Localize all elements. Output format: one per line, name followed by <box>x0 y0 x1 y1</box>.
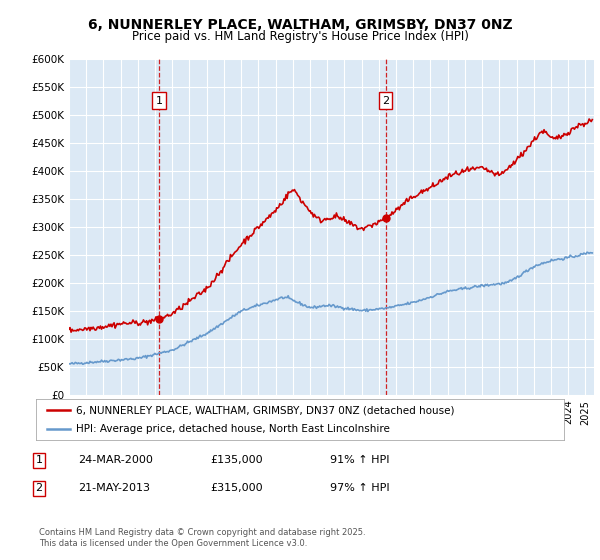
Text: £315,000: £315,000 <box>210 483 263 493</box>
Text: £135,000: £135,000 <box>210 455 263 465</box>
Text: 91% ↑ HPI: 91% ↑ HPI <box>330 455 389 465</box>
Text: 97% ↑ HPI: 97% ↑ HPI <box>330 483 389 493</box>
Text: 6, NUNNERLEY PLACE, WALTHAM, GRIMSBY, DN37 0NZ (detached house): 6, NUNNERLEY PLACE, WALTHAM, GRIMSBY, DN… <box>76 405 454 415</box>
Text: 24-MAR-2000: 24-MAR-2000 <box>78 455 153 465</box>
Text: 1: 1 <box>155 96 163 106</box>
Text: 2: 2 <box>35 483 43 493</box>
Text: 6, NUNNERLEY PLACE, WALTHAM, GRIMSBY, DN37 0NZ: 6, NUNNERLEY PLACE, WALTHAM, GRIMSBY, DN… <box>88 18 512 32</box>
Text: 21-MAY-2013: 21-MAY-2013 <box>78 483 150 493</box>
Text: Contains HM Land Registry data © Crown copyright and database right 2025.
This d: Contains HM Land Registry data © Crown c… <box>39 528 365 548</box>
Text: HPI: Average price, detached house, North East Lincolnshire: HPI: Average price, detached house, Nort… <box>76 424 389 433</box>
Text: 1: 1 <box>35 455 43 465</box>
Text: Price paid vs. HM Land Registry's House Price Index (HPI): Price paid vs. HM Land Registry's House … <box>131 30 469 43</box>
Text: 2: 2 <box>382 96 389 106</box>
